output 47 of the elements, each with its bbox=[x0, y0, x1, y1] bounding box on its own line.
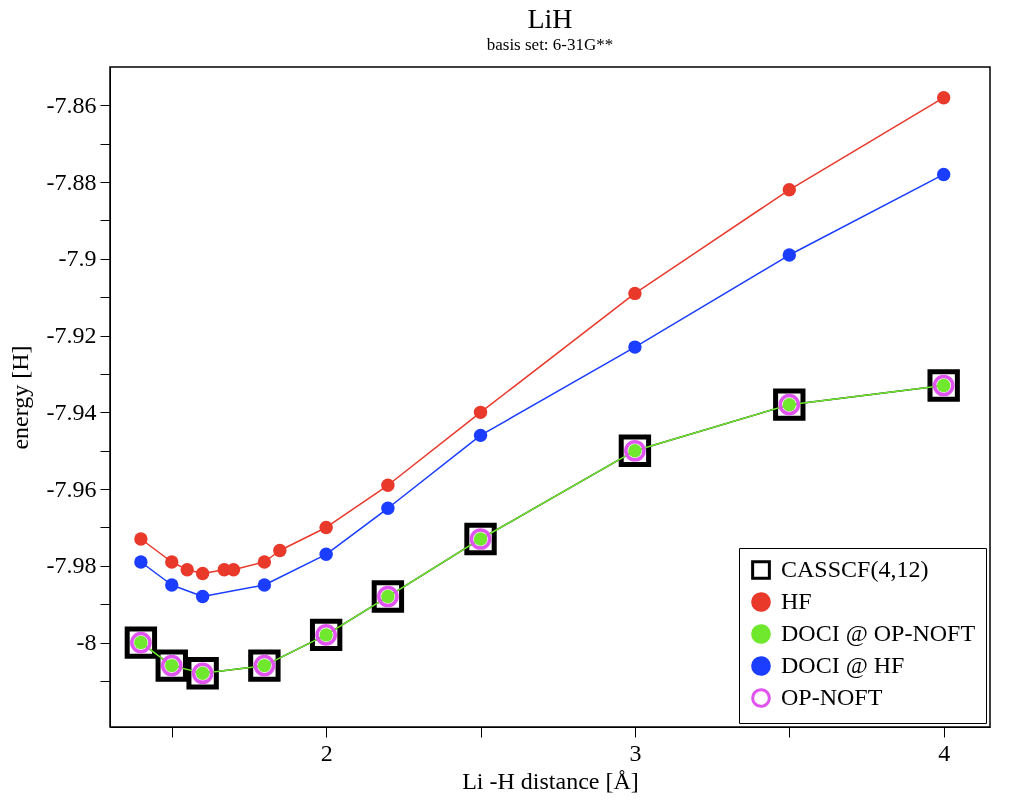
point bbox=[381, 501, 395, 515]
legend-label: CASSCF(4,12) bbox=[781, 556, 929, 582]
point bbox=[319, 520, 333, 535]
y-tick-label: -7.92 bbox=[46, 322, 97, 349]
point bbox=[165, 555, 179, 569]
x-tick-label: 3 bbox=[629, 739, 642, 766]
point bbox=[936, 167, 951, 182]
y-tick-label: -7.96 bbox=[46, 475, 97, 502]
legend-label: HF bbox=[781, 588, 812, 614]
y-axis-title: energy [H] bbox=[6, 345, 33, 450]
legend-label: DOCI @ HF bbox=[781, 652, 905, 678]
point bbox=[782, 248, 797, 262]
y-tick-label: -7.9 bbox=[58, 245, 97, 272]
chart-subtitle: basis set: 6-31G** bbox=[486, 35, 614, 54]
legend-label: OP-NOFT bbox=[781, 684, 883, 710]
point bbox=[319, 547, 333, 562]
point bbox=[165, 578, 179, 592]
y-tick-label: -7.88 bbox=[46, 168, 97, 195]
point bbox=[134, 555, 148, 569]
point bbox=[782, 183, 797, 197]
point bbox=[180, 562, 194, 577]
chart-title: LiH bbox=[527, 3, 573, 34]
y-tick-label: -7.98 bbox=[46, 552, 97, 579]
point bbox=[381, 478, 395, 492]
point bbox=[473, 405, 488, 420]
point bbox=[134, 532, 148, 546]
y-tick-label: -7.86 bbox=[46, 91, 97, 118]
point bbox=[309, 618, 343, 652]
legend-label: DOCI @ OP-NOFT bbox=[781, 620, 976, 646]
point bbox=[628, 286, 642, 301]
point bbox=[124, 626, 158, 659]
x-tick-label: 4 bbox=[938, 739, 951, 766]
point bbox=[257, 578, 272, 592]
point bbox=[628, 340, 642, 354]
x-axis-title: Li -H distance [Å] bbox=[462, 767, 639, 794]
point bbox=[936, 91, 951, 105]
point bbox=[371, 580, 405, 613]
point bbox=[464, 522, 497, 556]
point bbox=[195, 566, 210, 581]
point bbox=[473, 428, 488, 443]
point bbox=[257, 555, 272, 569]
x-tick-label: 2 bbox=[320, 739, 333, 766]
y-tick-label: -7.94 bbox=[46, 398, 97, 425]
point bbox=[618, 434, 652, 467]
point bbox=[195, 589, 210, 604]
y-tick-label: -8 bbox=[76, 629, 97, 656]
point bbox=[273, 543, 287, 558]
